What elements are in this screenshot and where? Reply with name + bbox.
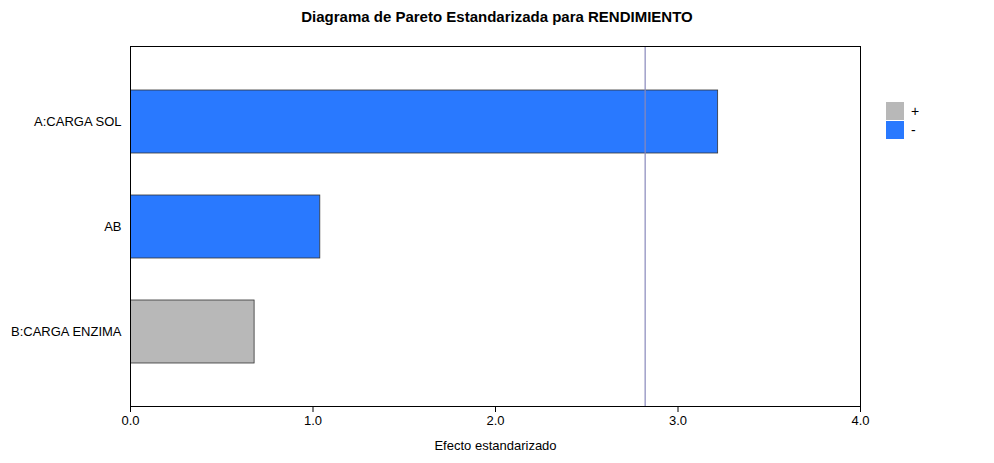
svg-text:2.0: 2.0 — [486, 413, 504, 428]
svg-text:0.0: 0.0 — [121, 413, 139, 428]
svg-text:4.0: 4.0 — [851, 413, 869, 428]
svg-text:1.0: 1.0 — [304, 413, 322, 428]
svg-text:A:CARGA SOL: A:CARGA SOL — [34, 114, 121, 129]
svg-text:3.0: 3.0 — [669, 413, 687, 428]
svg-text:Efecto estandarizado: Efecto estandarizado — [434, 438, 556, 453]
svg-text:B:CARGA ENZIMA: B:CARGA ENZIMA — [11, 324, 122, 339]
html-text:Diagrama de Pareto Estandariza: Diagrama de Pareto Estandarizada para RE… — [301, 8, 693, 25]
svg-text:AB: AB — [104, 219, 121, 234]
